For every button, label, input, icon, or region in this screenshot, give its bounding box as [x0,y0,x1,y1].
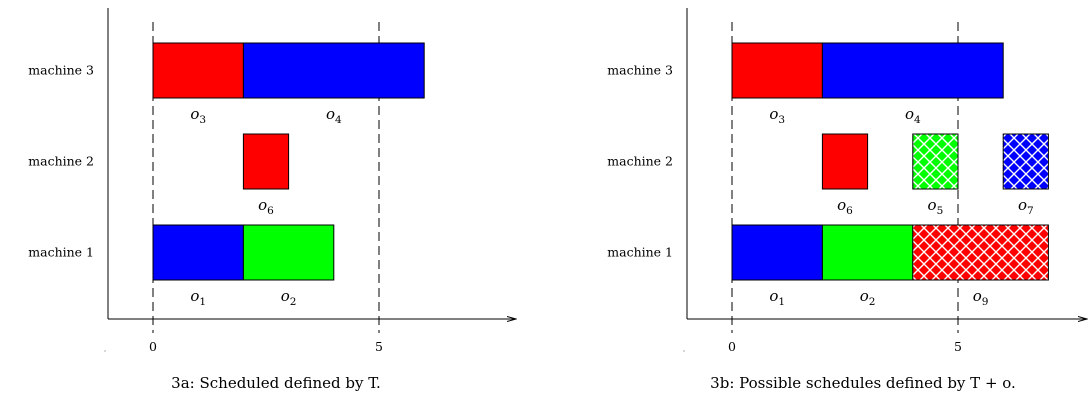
operation-label-subscript: 6 [846,205,853,217]
operation-bar-o3 [152,42,244,99]
operation-label-base: o [1018,196,1027,214]
operation-label-subscript: 4 [335,114,342,126]
operation-label-base: o [973,287,982,305]
operation-bar-o4 [242,42,425,99]
operation-label-subscript: 3 [778,114,785,126]
machine-label: machine 3 [28,63,94,78]
operation-label-o4: o4 [905,105,921,126]
operation-label-o6: o6 [837,196,853,217]
operation-bar-o3 [731,42,823,99]
operation-label-subscript: 1 [199,296,206,308]
operation-bar-o9 [912,224,1049,281]
operation-label-base: o [281,287,290,305]
operation-label-base: o [190,287,199,305]
operation-label-o4: o4 [326,105,342,126]
operation-label-o2: o2 [281,287,297,308]
machine-label: machine 1 [607,245,673,260]
x-tick-label: 5 [954,339,962,354]
operation-label-subscript: 2 [290,296,297,308]
origin-dot [104,350,106,352]
operation-label-subscript: 4 [914,114,921,126]
operation-label-o5: o5 [928,196,944,217]
operation-label-base: o [837,196,846,214]
machine-label: machine 2 [607,154,673,169]
operation-label-o1: o1 [769,287,785,308]
operation-label-subscript: 3 [199,114,206,126]
operation-label-subscript: 7 [1027,205,1034,217]
operation-label-base: o [928,196,937,214]
operation-label-base: o [769,287,778,305]
operation-label-base: o [326,105,335,123]
x-tick-label: 0 [149,339,157,354]
operation-label-o2: o2 [860,287,876,308]
machine-label: machine 2 [28,154,94,169]
operation-bar-o4 [821,42,1004,99]
operation-bar-o1 [731,224,823,281]
operation-label-o1: o1 [190,287,206,308]
figure-caption: 3a: Scheduled defined by T. [171,374,381,392]
operation-label-base: o [905,105,914,123]
x-tick-label: 0 [728,339,736,354]
operation-label-o9: o9 [973,287,989,308]
operation-label-subscript: 1 [778,296,785,308]
operation-label-subscript: 5 [937,205,944,217]
figure-caption: 3b: Possible schedules defined by T + o. [710,374,1016,392]
operation-label-o7: o7 [1018,196,1034,217]
operation-label-subscript: 6 [267,205,274,217]
origin-dot [683,350,685,352]
operation-bar-o2 [821,224,914,281]
operation-bar-o6 [242,133,290,190]
operation-bar-o6 [821,133,869,190]
operation-label-subscript: 2 [869,296,876,308]
operation-label-o3: o3 [190,105,206,126]
operation-bar-o5 [912,133,959,190]
operation-bar-o7 [1002,133,1049,190]
operation-bar-o1 [152,224,244,281]
machine-label: machine 3 [607,63,673,78]
operation-label-subscript: 9 [982,296,989,308]
machine-label: machine 1 [28,245,94,260]
operation-label-o3: o3 [769,105,785,126]
operation-label-o6: o6 [258,196,274,217]
operation-label-base: o [860,287,869,305]
x-tick-label: 5 [375,339,383,354]
operation-bar-o2 [242,224,335,281]
operation-label-base: o [190,105,199,123]
operation-label-base: o [258,196,267,214]
operation-label-base: o [769,105,778,123]
